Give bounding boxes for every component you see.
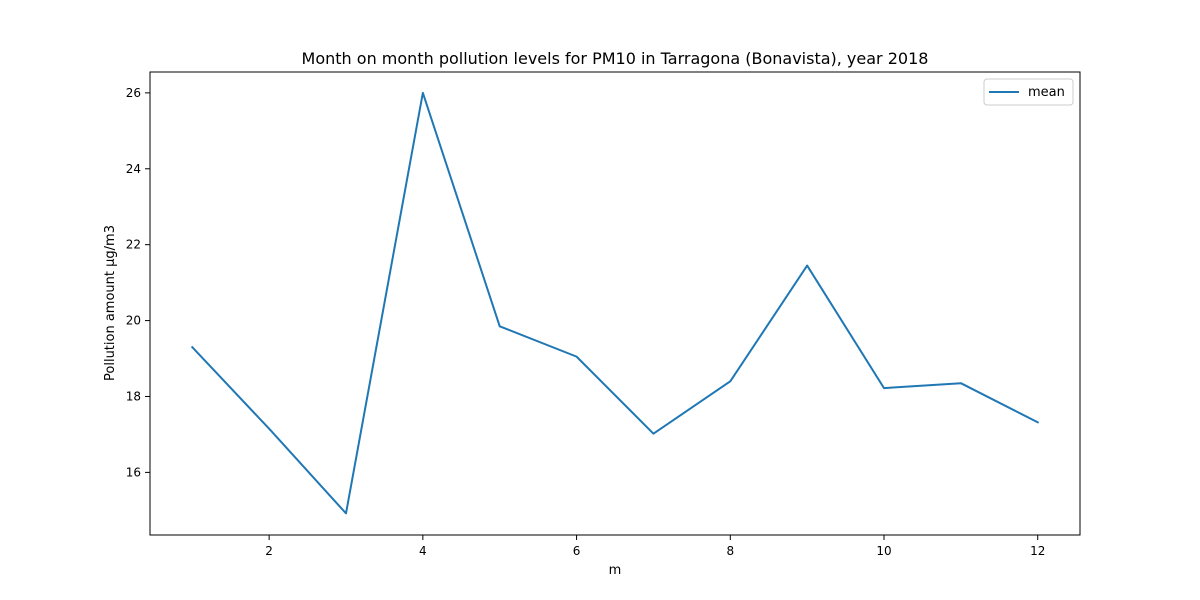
x-axis: 2 4 6 8 10 12 (265, 535, 1045, 558)
y-tick-label: 24 (126, 162, 141, 176)
y-tick-label: 18 (126, 389, 141, 403)
legend: mean (983, 78, 1074, 106)
y-tick-label: 26 (126, 86, 141, 100)
y-tick-label: 16 (126, 465, 141, 479)
x-tick-label: 10 (876, 544, 891, 558)
y-axis-label: Pollution amount µg/m3 (103, 225, 118, 381)
x-tick-label: 12 (1030, 544, 1045, 558)
series-layer (190, 91, 1040, 515)
x-tick-label: 4 (419, 544, 427, 558)
plot-area (149, 71, 1081, 536)
x-axis-label: m (609, 563, 622, 578)
x-tick-label: 2 (265, 544, 273, 558)
x-tick-label: 8 (726, 544, 734, 558)
y-tick-label: 22 (126, 238, 141, 252)
y-tick-label: 20 (126, 314, 141, 328)
legend-label-mean: mean (1028, 85, 1065, 100)
y-axis: 16 18 20 22 24 26 (126, 86, 150, 479)
legend-box (983, 78, 1074, 106)
series-line-mean (190, 91, 1040, 515)
x-tick-label: 6 (573, 544, 581, 558)
chart-title: Month on month pollution levels for PM10… (302, 49, 929, 68)
